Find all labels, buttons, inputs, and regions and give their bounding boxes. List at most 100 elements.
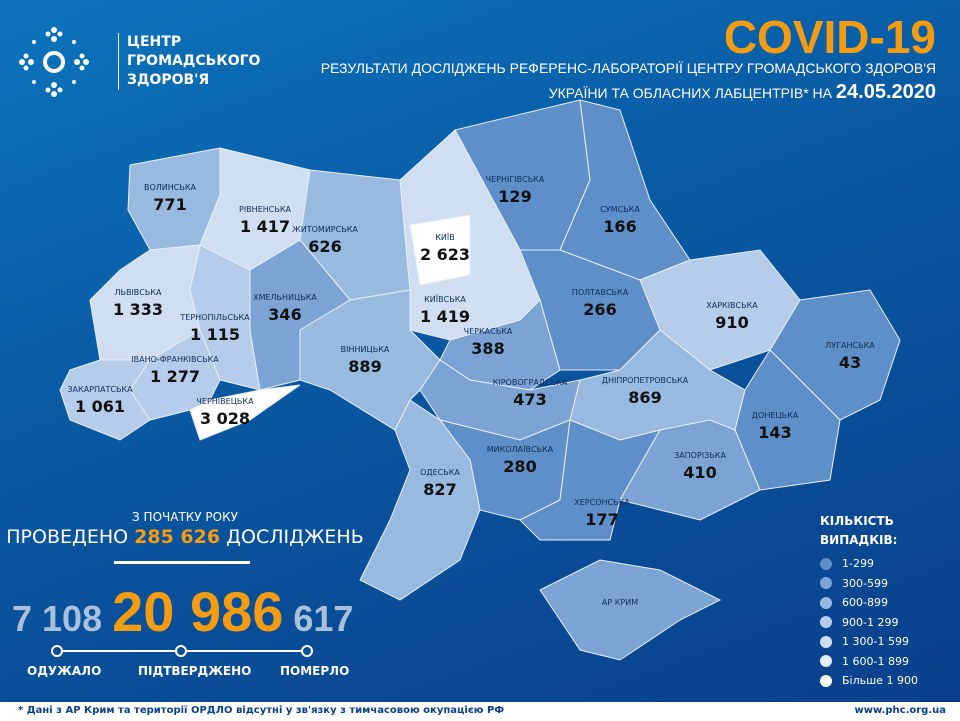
region-case-count: 1 419 xyxy=(420,307,470,326)
region-case-count: 889 xyxy=(348,357,381,376)
region-name: КІРОВОГРАДСЬКА xyxy=(493,378,568,387)
logo-line: ГРОМАДСЬКОГО xyxy=(127,53,261,69)
legend-item: 1-299 xyxy=(820,554,918,574)
region-case-count: 626 xyxy=(308,237,341,256)
footer: * Дані з АР Крим та території ОРДЛО відс… xyxy=(0,702,960,721)
region-name: ПОЛТАВСЬКА xyxy=(572,288,629,297)
deaths-count: 617 xyxy=(293,598,354,639)
legend-swatch xyxy=(820,616,832,629)
region-name: ЛУГАНСЬКА xyxy=(825,341,875,350)
region-name: ЧЕРНІВЕЦЬКА xyxy=(196,397,254,406)
region-shape xyxy=(359,399,481,601)
region-name: МИКОЛАЇВСЬКА xyxy=(487,444,554,454)
recovered-label: ОДУЖАЛО xyxy=(27,664,102,678)
legend-label: 300-599 xyxy=(842,576,888,590)
logo-text: ЦЕНТР ГРОМАДСЬКОГО ЗДОРОВ'Я xyxy=(118,33,260,90)
region-case-count: 280 xyxy=(503,457,536,476)
region-case-count: 1 333 xyxy=(113,300,163,319)
subtitle-date-line: УКРАЇНИ ТА ОБЛАСНИХ ЛАБЦЕНТРІВ* НА 24.05… xyxy=(549,81,936,104)
phc-logo-icon xyxy=(19,27,89,97)
region-name: КИЇВСЬКА xyxy=(424,294,466,304)
tests-block: З ПОЧАТКУ РОКУ ПРОВЕДЕНО 285 626 ДОСЛІДЖ… xyxy=(0,510,370,548)
legend-item: 900-1 299 xyxy=(820,613,918,633)
region-name: СУМСЬКА xyxy=(600,205,640,214)
footnote: * Дані з АР Крим та території ОРДЛО відс… xyxy=(18,705,505,716)
confirmed-label: ПІДТВЕРДЖЕНО xyxy=(138,664,252,678)
page-title: COVID-19 xyxy=(723,11,936,63)
website-link[interactable]: www.phc.org.ua xyxy=(854,705,946,716)
report-date: 24.05.2020 xyxy=(835,81,936,103)
region-shape xyxy=(409,214,471,286)
legend-item: Більше 1 900 xyxy=(820,671,918,691)
confirmed-count: 20 986 xyxy=(112,580,284,643)
region-case-count: 177 xyxy=(585,510,618,529)
region-case-count: 266 xyxy=(583,300,616,319)
recovered-count: 7 108 xyxy=(12,598,103,639)
region-name: ЧЕРНІГІВСЬКА xyxy=(486,175,545,184)
region-case-count: 3 028 xyxy=(200,409,250,428)
legend: КІЛЬКІСТЬ ВИПАДКІВ: 1-299 300-599 600-899 9… xyxy=(820,512,918,691)
region-name: ВОЛИНСЬКА xyxy=(144,183,197,192)
region-name: КИЇВ xyxy=(435,232,455,242)
legend-label: 1 600-1 899 xyxy=(842,654,909,668)
region-case-count: 771 xyxy=(153,195,186,214)
region-case-count: 2 623 xyxy=(420,245,470,264)
legend-item: 1 300-1 599 xyxy=(820,632,918,652)
region-case-count: 473 xyxy=(513,390,546,409)
subtitle: РЕЗУЛЬТАТИ ДОСЛІДЖЕНЬ РЕФЕРЕНС-ЛАБОРАТОР… xyxy=(320,60,936,76)
stats-row: 7 108 20 986 617 xyxy=(12,584,353,640)
legend-swatch xyxy=(820,674,832,687)
region-name: ВІННИЦЬКА xyxy=(341,345,390,354)
timeline-dot xyxy=(175,645,187,657)
region-name: ЖИТОМИРСЬКА xyxy=(292,225,358,234)
logo-line: ЗДОРОВ'Я xyxy=(127,72,210,88)
legend-swatch xyxy=(820,577,832,590)
region-name: ЧЕРКАСЬКА xyxy=(464,327,513,336)
region-case-count: 1 061 xyxy=(75,397,125,416)
region-case-count: 910 xyxy=(715,313,748,332)
region-case-count: 1 417 xyxy=(240,217,290,236)
region-case-count: 388 xyxy=(471,339,504,358)
legend-swatch xyxy=(820,655,832,668)
region-name: ЗАКАРПАТСЬКА xyxy=(67,385,133,394)
subtitle-text: УКРАЇНИ ТА ОБЛАСНИХ ЛАБЦЕНТРІВ* НА xyxy=(548,85,832,101)
divider xyxy=(114,561,250,564)
region-name: ЗАПОРІЗЬКА xyxy=(674,451,726,460)
region-name: ЛЬВІВСЬКА xyxy=(114,288,162,297)
region-name: ХАРКІВСЬКА xyxy=(706,301,758,310)
legend-label: 1-299 xyxy=(842,557,874,571)
timeline-dot xyxy=(51,645,63,657)
legend-title: ВИПАДКІВ: xyxy=(820,533,898,547)
legend-label: Більше 1 900 xyxy=(842,674,918,688)
legend-label: 600-899 xyxy=(842,596,888,610)
legend-swatch xyxy=(820,635,832,648)
region-shape xyxy=(734,349,841,491)
region-case-count: 143 xyxy=(758,423,791,442)
legend-title: КІЛЬКІСТЬ xyxy=(820,514,894,528)
region-case-count: 1 277 xyxy=(150,367,200,386)
region-shape xyxy=(189,384,301,441)
region-name: ХМЕЛЬНИЦЬКА xyxy=(253,293,317,302)
region-name: ТЕРНОПІЛЬСЬКА xyxy=(179,313,250,322)
region-name: АР КРИМ xyxy=(602,598,638,607)
legend-swatch xyxy=(820,596,832,609)
region-case-count: 869 xyxy=(628,388,661,407)
legend-item: 300-599 xyxy=(820,574,918,594)
region-name: ІВАНО-ФРАНКІВСЬКА xyxy=(131,355,219,364)
region-case-count: 410 xyxy=(683,463,716,482)
region-shape xyxy=(619,419,761,521)
logo-line: ЦЕНТР xyxy=(127,34,182,50)
region-shape xyxy=(539,559,722,661)
region-case-count: 43 xyxy=(839,353,861,372)
region-case-count: 129 xyxy=(498,187,531,206)
legend-item: 1 600-1 899 xyxy=(820,652,918,672)
legend-label: 900-1 299 xyxy=(842,615,899,629)
legend-swatch xyxy=(820,557,832,570)
legend-label: 1 300-1 599 xyxy=(842,635,909,649)
tests-caption: З ПОЧАТКУ РОКУ xyxy=(132,510,238,524)
region-name: ОДЕСЬКА xyxy=(420,468,460,477)
legend-item: 600-899 xyxy=(820,593,918,613)
region-name: ДОНЕЦЬКА xyxy=(752,411,799,420)
